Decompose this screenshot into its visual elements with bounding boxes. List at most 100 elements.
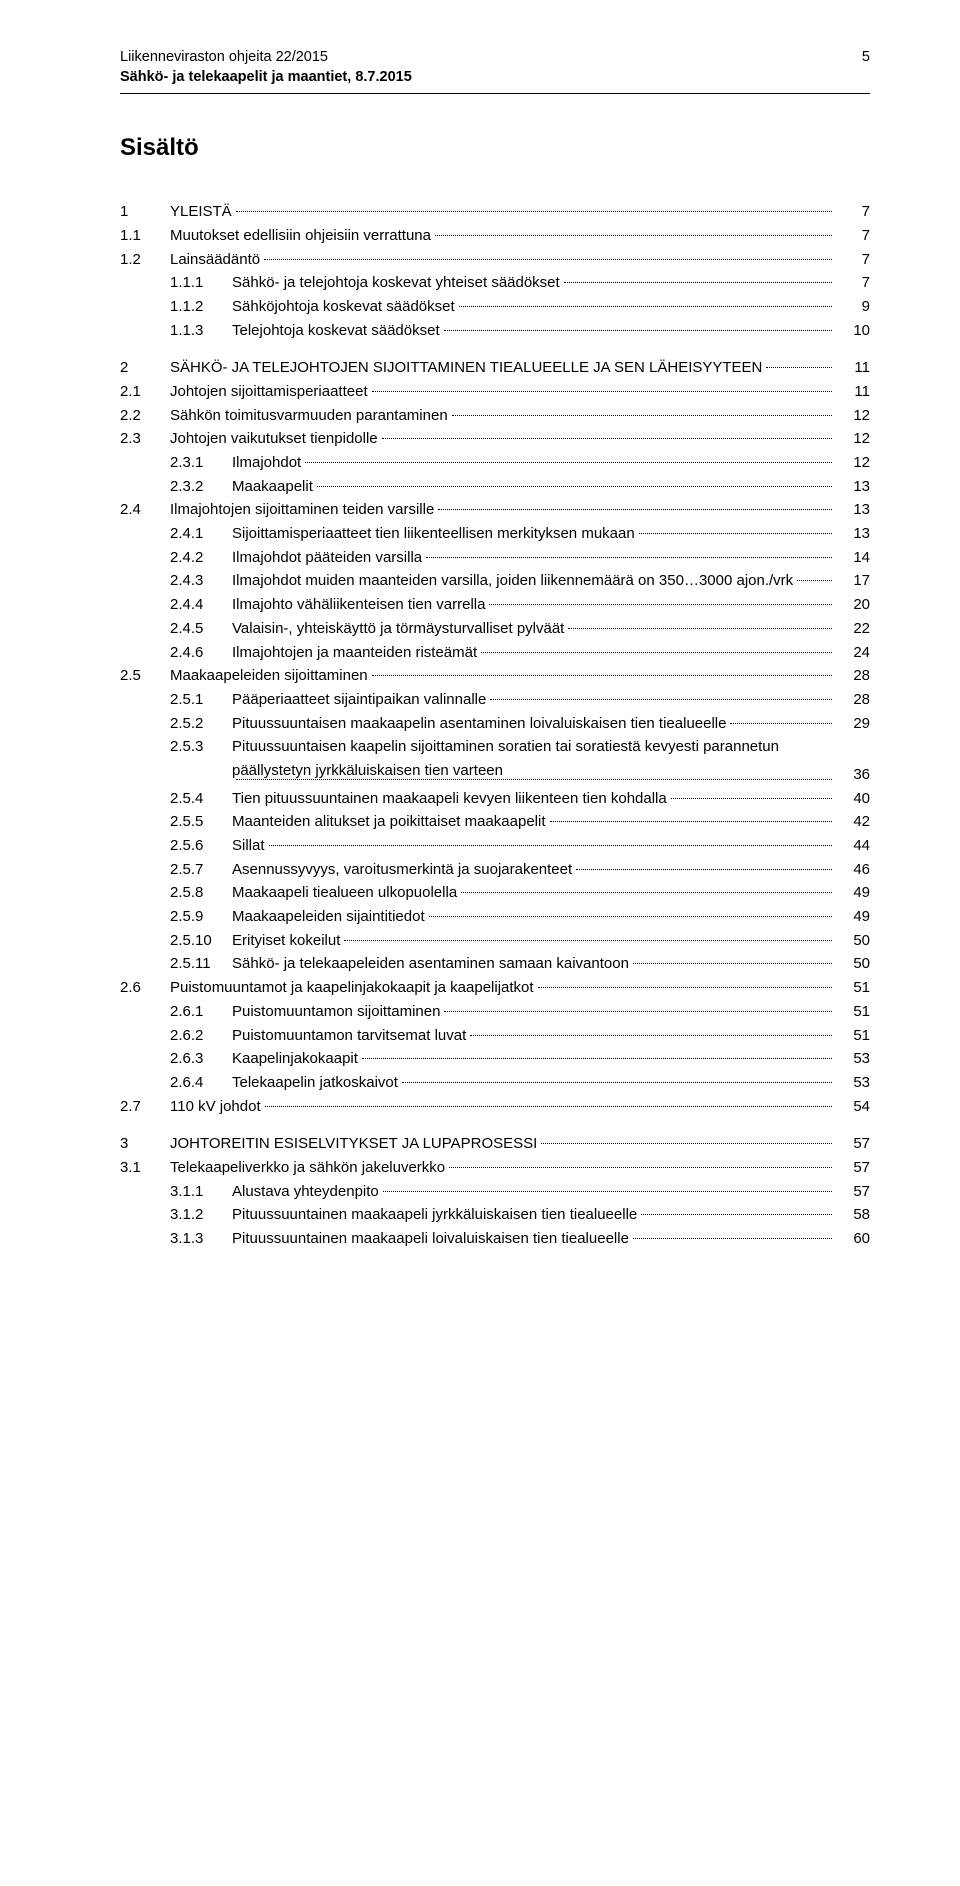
toc-label-wrap: Ilmajohdot muiden maanteiden varsilla, j…: [232, 569, 836, 593]
toc-page: 57: [842, 1156, 870, 1180]
toc-label-wrap: Puistomuuntamon sijoittaminen: [232, 1000, 836, 1024]
toc-label-cell: Johtojen sijoittamisperiaatteet: [170, 380, 842, 404]
toc-number: 1.1.3: [170, 319, 232, 343]
toc-row: 2.4.5Valaisin-, yhteiskäyttö ja törmäyst…: [120, 617, 870, 641]
toc-label: Telejohtoja koskevat säädökset: [232, 319, 440, 343]
toc-leader: [305, 462, 832, 463]
toc-row: 3JOHTOREITIN ESISELVITYKSET JA LUPAPROSE…: [120, 1132, 870, 1156]
toc-row: 1.1.2Sähköjohtoja koskevat säädökset9: [120, 295, 870, 319]
toc-page: 49: [842, 881, 870, 905]
toc-row: 3.1.3Pituussuuntainen maakaapeli loivalu…: [120, 1227, 870, 1251]
toc-label: Telekaapeliverkko ja sähkön jakeluverkko: [170, 1156, 445, 1180]
toc-label: Maakaapeleiden sijaintitiedot: [232, 905, 425, 929]
toc-label: Pituussuuntaisen kaapelin sijoittaminen …: [232, 735, 836, 782]
page: Liikenneviraston ohjeita 22/2015 Sähkö- …: [0, 0, 960, 1886]
toc-label-cell: Maakaapelit: [232, 475, 842, 499]
toc-number: 2.5: [120, 664, 170, 688]
toc-label-cell: 110 kV johdot: [170, 1095, 842, 1119]
toc-label: Tien pituussuuntainen maakaapeli kevyen …: [232, 787, 667, 811]
toc-number: 2.7: [120, 1095, 170, 1119]
toc-row: 2SÄHKÖ- JA TELEJOHTOJEN SIJOITTAMINEN TI…: [120, 356, 870, 380]
toc-leader: [372, 391, 832, 392]
toc-row: 2.4.4Ilmajohto vähäliikenteisen tien var…: [120, 593, 870, 617]
toc-page: 10: [842, 319, 870, 343]
toc-number: 3.1: [120, 1156, 170, 1180]
toc-label-wrap: Maakaapelit: [232, 475, 836, 499]
toc-leader: [550, 821, 832, 822]
toc-label-wrap: Ilmajohtojen sijoittaminen teiden varsil…: [170, 498, 836, 522]
toc-page: 42: [842, 810, 870, 834]
toc-indent: [120, 735, 170, 786]
toc-page: 36: [842, 763, 870, 787]
toc-leader: [344, 940, 832, 941]
toc-leader: [449, 1167, 832, 1168]
toc-leader: [264, 259, 832, 260]
toc-label-wrap: Alustava yhteydenpito: [232, 1180, 836, 1204]
toc-label-cell: Ilmajohto vähäliikenteisen tien varrella: [232, 593, 842, 617]
toc-number: 2.5.5: [170, 810, 232, 834]
toc-leader: [382, 438, 832, 439]
toc-label-cell: Maakaapeleiden sijoittaminen: [170, 664, 842, 688]
toc-number: 2.5.8: [170, 881, 232, 905]
toc-page: 14: [842, 546, 870, 570]
toc-label-cell: Ilmajohdot: [232, 451, 842, 475]
section-title: Sisältö: [120, 134, 870, 162]
toc-page: 7: [842, 200, 870, 224]
toc-label: Kaapelinjakokaapit: [232, 1047, 358, 1071]
toc-row: 2.6.3Kaapelinjakokaapit53: [120, 1047, 870, 1071]
toc-indent: [120, 569, 170, 593]
running-header: Liikenneviraston ohjeita 22/2015 Sähkö- …: [120, 48, 870, 87]
toc-label-cell: Pituussuuntaisen kaapelin sijoittaminen …: [232, 735, 842, 786]
toc-leader: [470, 1035, 832, 1036]
toc-number: 2: [120, 356, 170, 380]
toc-page: 49: [842, 905, 870, 929]
toc-number: 2.5.6: [170, 834, 232, 858]
toc-indent: [120, 787, 170, 811]
toc-page: 17: [842, 569, 870, 593]
toc-label-cell: Maanteiden alitukset ja poikittaiset maa…: [232, 810, 842, 834]
toc-number: 2.3.2: [170, 475, 232, 499]
toc-page: 24: [842, 641, 870, 665]
toc-label: Johtojen vaikutukset tienpidolle: [170, 427, 378, 451]
toc-label-cell: Sähkö- ja telejohtoja koskevat yhteiset …: [232, 271, 842, 295]
toc-label-cell: Puistomuuntamon tarvitsemat luvat: [232, 1024, 842, 1048]
toc-row: 2.5.4Tien pituussuuntainen maakaapeli ke…: [120, 787, 870, 811]
toc-row: 2.5.7Asennussyvyys, varoitusmerkintä ja …: [120, 858, 870, 882]
toc-leader: [633, 963, 832, 964]
toc-label-wrap: Kaapelinjakokaapit: [232, 1047, 836, 1071]
table-of-contents: 1YLEISTÄ71.1Muutokset edellisiin ohjeisi…: [120, 200, 870, 1251]
toc-label-wrap: Johtojen sijoittamisperiaatteet: [170, 380, 836, 404]
toc-leader: [481, 652, 832, 653]
toc-label: Lainsäädäntö: [170, 248, 260, 272]
toc-label-cell: Pituussuuntaisen maakaapelin asentaminen…: [232, 712, 842, 736]
toc-number: 2.4: [120, 498, 170, 522]
toc-indent: [120, 881, 170, 905]
toc-label-wrap: YLEISTÄ: [170, 200, 836, 224]
toc-label-cell: Valaisin-, yhteiskäyttö ja törmäysturval…: [232, 617, 842, 641]
toc-label: Ilmajohto vähäliikenteisen tien varrella: [232, 593, 485, 617]
toc-label-cell: Ilmajohdot muiden maanteiden varsilla, j…: [232, 569, 842, 593]
toc-indent: [120, 688, 170, 712]
toc-label-wrap: Maanteiden alitukset ja poikittaiset maa…: [232, 810, 836, 834]
toc-leader: [435, 235, 832, 236]
toc-leader: [444, 1011, 832, 1012]
toc-label: Ilmajohtojen ja maanteiden risteämät: [232, 641, 477, 665]
toc-label-cell: Ilmajohtojen sijoittaminen teiden varsil…: [170, 498, 842, 522]
toc-page: 13: [842, 522, 870, 546]
toc-label-wrap: Maakaapeleiden sijaintitiedot: [232, 905, 836, 929]
toc-label-wrap: JOHTOREITIN ESISELVITYKSET JA LUPAPROSES…: [170, 1132, 836, 1156]
toc-indent: [120, 952, 170, 976]
toc-label: YLEISTÄ: [170, 200, 232, 224]
toc-label-wrap: Ilmajohtojen ja maanteiden risteämät: [232, 641, 836, 665]
toc-number: 2.5.1: [170, 688, 232, 712]
toc-label: Ilmajohdot pääteiden varsilla: [232, 546, 422, 570]
toc-leader: [383, 1191, 832, 1192]
toc-spacer: [120, 1118, 870, 1132]
toc-number: 2.4.3: [170, 569, 232, 593]
toc-label: Johtojen sijoittamisperiaatteet: [170, 380, 368, 404]
toc-number: 2.5.9: [170, 905, 232, 929]
toc-row: 2.4.2Ilmajohdot pääteiden varsilla14: [120, 546, 870, 570]
toc-number: 2.6: [120, 976, 170, 1000]
toc-label-cell: Lainsäädäntö: [170, 248, 842, 272]
toc-row: 2.5.8Maakaapeli tiealueen ulkopuolella49: [120, 881, 870, 905]
